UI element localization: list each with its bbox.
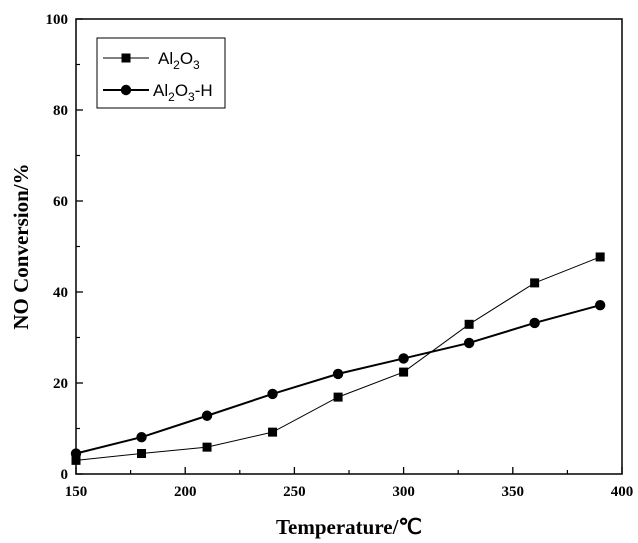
series-layer — [70, 252, 606, 465]
y-axis-title: NO Conversion/% — [9, 163, 33, 329]
legend-label-al2o3-h: Al2O3-H — [153, 81, 213, 104]
legend-label-base: Al — [158, 49, 173, 68]
y-tick-label: 0 — [61, 467, 69, 483]
data-point-circle — [398, 353, 409, 364]
data-point-circle — [463, 337, 475, 349]
legend-label-base: Al — [153, 81, 168, 100]
data-point-square — [399, 367, 409, 377]
y-tick-label: 100 — [46, 12, 69, 28]
legend-label-suffix: -H — [195, 81, 213, 100]
legend-circle-marker — [120, 84, 132, 96]
legend-label-sub: 3 — [193, 58, 200, 72]
legend-label-sub: 3 — [188, 90, 195, 104]
legend-label-sub: 2 — [173, 58, 180, 72]
data-point-circle — [267, 388, 278, 400]
legend-item-al2o3: Al2O3 — [103, 49, 200, 72]
legend-box — [96, 37, 226, 109]
data-point-square — [202, 442, 212, 452]
axes: 150 200 250 300 350 400 0 20 40 60 80 100 Temperatur… — [9, 12, 633, 539]
x-tick-label: 150 — [65, 484, 88, 500]
data-point-square — [530, 278, 540, 288]
data-point-circle — [529, 317, 540, 329]
legend-label-sub: 2 — [168, 90, 175, 104]
x-axis-title: Temperature/℃ — [276, 515, 422, 539]
data-point-square — [595, 252, 605, 262]
series-line-al2o3-h — [75, 304, 601, 455]
data-point-circle — [136, 431, 147, 443]
x-tick-label: 200 — [174, 484, 197, 500]
data-point-circle — [332, 368, 344, 380]
x-tick-label: 400 — [611, 484, 634, 500]
legend: Al2O3 Al2O3-H — [96, 37, 226, 109]
x-tick-label: 250 — [283, 484, 306, 500]
y-tick-label: 40 — [53, 285, 68, 301]
x-tick-label: 350 — [502, 484, 525, 500]
data-point-square — [464, 319, 474, 329]
legend-label-mid: O — [180, 49, 193, 68]
series-al2o3 — [71, 252, 605, 465]
legend-square-marker — [121, 53, 131, 63]
legend-label-al2o3: Al2O3 — [158, 49, 200, 72]
data-point-square — [333, 392, 343, 402]
y-tick-label: 80 — [53, 103, 68, 119]
series-line-al2o3 — [75, 256, 601, 461]
y-tick-label: 60 — [53, 194, 68, 210]
data-point-square — [71, 455, 81, 465]
series-al2o3-h — [70, 299, 606, 459]
data-point-square — [268, 427, 278, 437]
x-tick-label: 300 — [392, 484, 415, 500]
legend-label-mid: O — [175, 81, 188, 100]
legend-item-al2o3-h: Al2O3-H — [103, 81, 213, 104]
data-point-circle — [594, 299, 606, 311]
data-point-circle — [70, 448, 82, 459]
y-tick-label: 20 — [53, 376, 68, 392]
data-point-circle — [201, 410, 213, 421]
data-point-square — [137, 449, 147, 459]
